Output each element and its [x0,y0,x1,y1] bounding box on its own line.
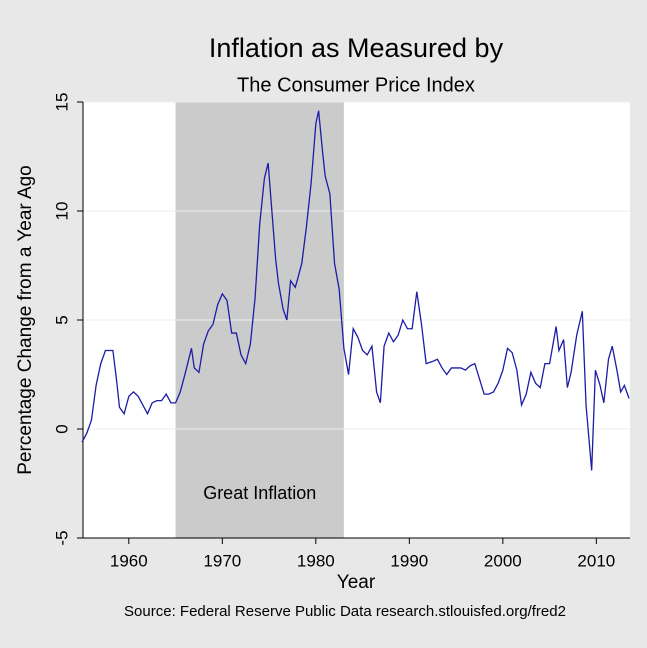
x-tick-label: 1970 [203,551,241,570]
y-axis-label: Percentage Change from a Year Ago [15,165,36,475]
x-tick-label: 1990 [390,551,428,570]
y-tick-label: 5 [52,315,71,324]
y-tick-label: 15 [52,93,71,112]
y-tick-label: -5 [52,530,71,545]
x-tick-label: 2000 [484,551,522,570]
x-axis-label: Year [337,572,376,593]
x-tick-label: 1960 [110,551,148,570]
y-tick-label: 10 [52,202,71,221]
chart-title: Inflation as Measured by [209,33,504,63]
x-tick-label: 2010 [577,551,615,570]
x-tick-label: 1980 [297,551,335,570]
y-tick-label: 0 [52,424,71,433]
source-note: Source: Federal Reserve Public Data rese… [124,603,566,620]
chart-subtitle: The Consumer Price Index [237,74,475,96]
annotation: Great Inflation [203,483,316,503]
data-line [81,110,630,471]
